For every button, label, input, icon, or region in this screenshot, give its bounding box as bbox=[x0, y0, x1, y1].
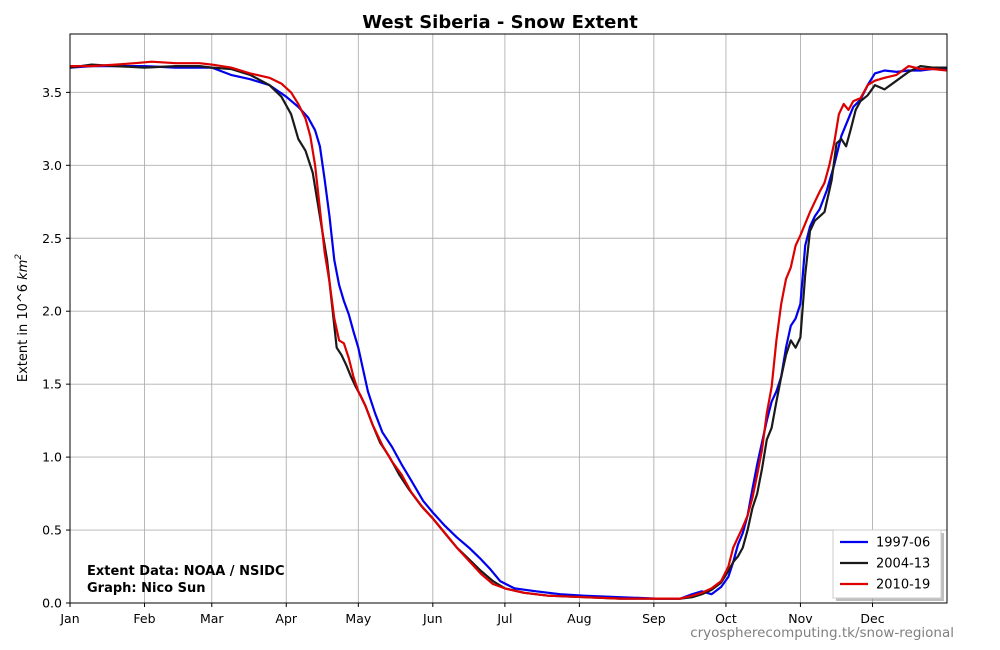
plot-frame bbox=[69, 33, 948, 604]
legend-label-1997-06: 1997-06 bbox=[876, 536, 930, 551]
grid bbox=[69, 34, 947, 604]
series-lines bbox=[69, 60, 948, 600]
y-axis: 0.0 0.5 1.0 1.5 2.0 2.5 3.0 3.5 bbox=[42, 85, 70, 611]
x-tick-label: Oct bbox=[715, 611, 737, 626]
x-tick-label: Feb bbox=[133, 611, 155, 626]
annotation-graph-author: Graph: Nico Sun bbox=[87, 581, 206, 596]
x-axis: Jan Feb Mar Apr May Jun Jul Aug Sep Oct Nov Dec bbox=[59, 603, 885, 626]
chart-title: West Siberia - Snow Extent bbox=[362, 12, 638, 33]
y-tick-label: 3.0 bbox=[42, 158, 62, 173]
series-line-2010-19 bbox=[70, 60, 948, 600]
y-tick-label: 1.5 bbox=[42, 377, 62, 392]
x-tick-label: Aug bbox=[567, 611, 591, 626]
x-tick-label: Apr bbox=[275, 611, 297, 626]
x-tick-label: Jan bbox=[59, 611, 79, 626]
y-axis-label-prefix: Extent in 10^6 bbox=[16, 280, 31, 382]
legend: 1997-06 2004-13 2010-19 bbox=[832, 529, 944, 601]
y-axis-label-exponent: 2 bbox=[14, 254, 24, 260]
x-tick-label: Dec bbox=[860, 611, 884, 626]
y-tick-label: 2.0 bbox=[42, 304, 62, 319]
legend-entries: 1997-06 2004-13 2010-19 bbox=[840, 536, 930, 593]
x-tick-label: Sep bbox=[642, 611, 666, 626]
y-axis-label-unit: km bbox=[16, 260, 31, 280]
x-tick-label: Mar bbox=[200, 611, 224, 626]
x-tick-label: May bbox=[345, 611, 371, 626]
legend-label-2004-13: 2004-13 bbox=[876, 557, 930, 572]
legend-label-2010-19: 2010-19 bbox=[876, 578, 930, 593]
y-axis-label: Extent in 10^6 km2 bbox=[14, 254, 31, 383]
x-tick-label: Jul bbox=[496, 611, 512, 626]
y-tick-label: 1.0 bbox=[42, 450, 62, 465]
y-tick-label: 3.5 bbox=[42, 85, 62, 100]
x-tick-label: Jun bbox=[422, 611, 443, 626]
y-tick-label: 0.5 bbox=[42, 523, 62, 538]
series-line-2004-13 bbox=[69, 63, 947, 600]
x-tick-label: Nov bbox=[788, 611, 813, 626]
annotation-data-source: Extent Data: NOAA / NSIDC bbox=[87, 564, 284, 579]
credit-url: cryospherecomputing.tk/snow-regional bbox=[690, 625, 954, 641]
y-tick-label: 0.0 bbox=[42, 596, 62, 611]
series-line-1997-06 bbox=[69, 65, 947, 600]
y-tick-label: 2.5 bbox=[42, 231, 62, 246]
